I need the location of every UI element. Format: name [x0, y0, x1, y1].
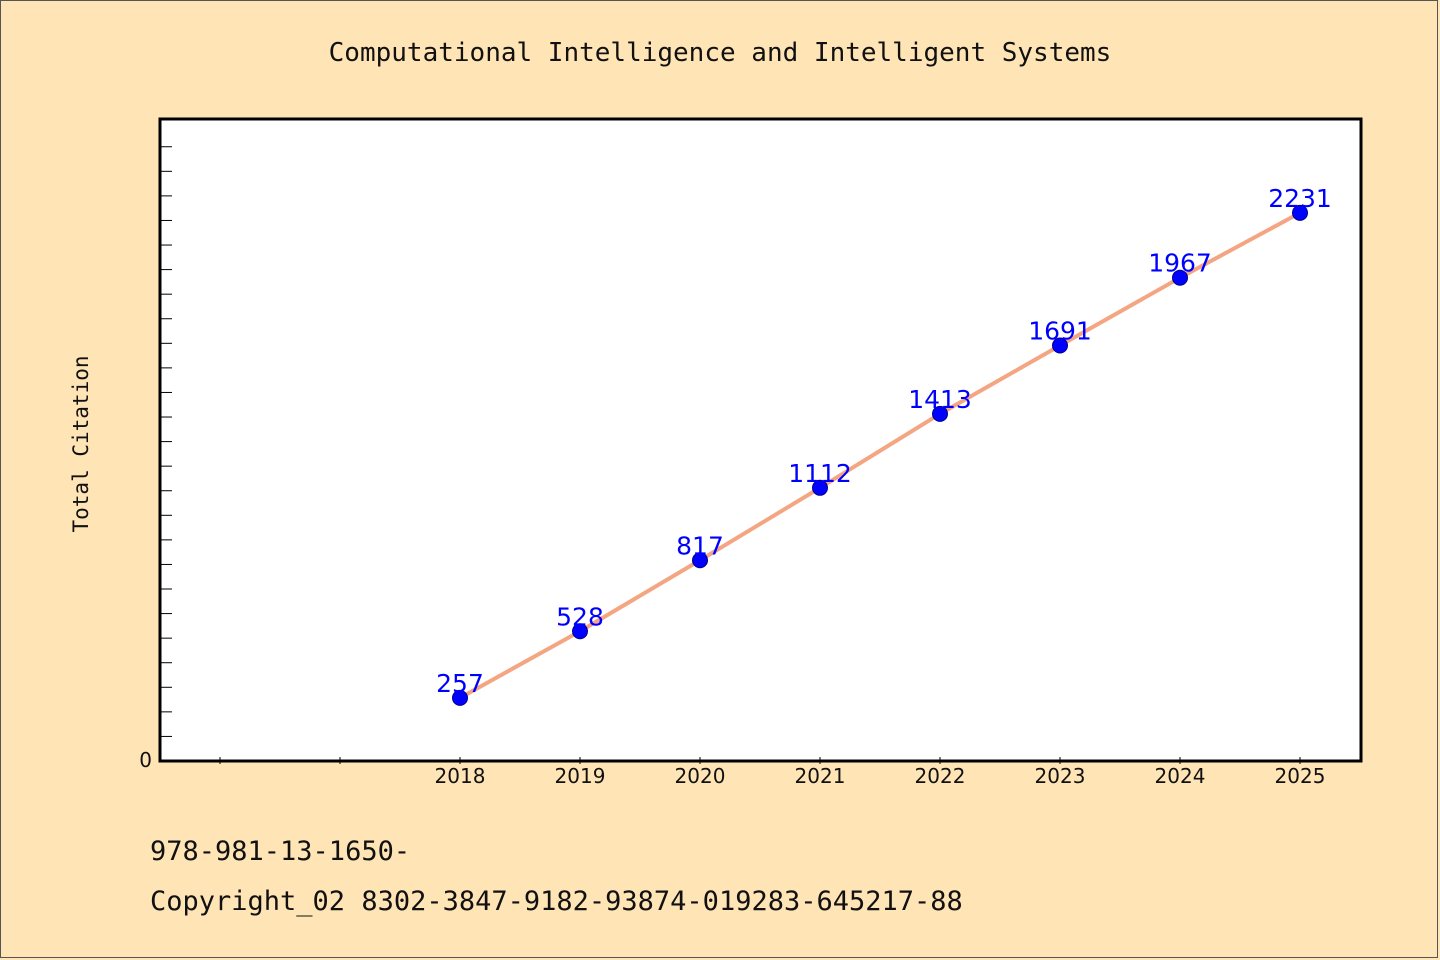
x-axis-ticks: 2018 2019 2020 2021 2022 2023 2024 2025	[219, 757, 1326, 788]
data-label: 1967	[1148, 249, 1212, 278]
x-tick-label: 2022	[915, 764, 966, 788]
data-point	[1172, 269, 1188, 286]
isbn-text: 978-981-13-1650-	[150, 836, 411, 867]
x-tick-label: 2025	[1275, 764, 1326, 788]
x-tick-label: 2018	[435, 764, 486, 788]
data-point	[452, 689, 468, 706]
y-axis-label: Total Citation	[69, 355, 93, 532]
data-label: 2231	[1268, 184, 1332, 213]
x-tick-label: 2019	[555, 764, 606, 788]
x-tick-label: 2024	[1155, 764, 1206, 788]
x-tick-label: 2023	[1035, 764, 1086, 788]
data-label: 257	[436, 669, 484, 698]
y-tick-label: 0	[139, 748, 152, 772]
data-point	[1292, 204, 1308, 221]
data-label: 1691	[1028, 317, 1092, 346]
data-label: 528	[556, 602, 604, 631]
copyright-text: Copyright_02 8302-3847-9182-93874-019283…	[150, 886, 963, 917]
data-point	[572, 623, 588, 640]
data-label: 817	[676, 531, 724, 560]
x-tick-label: 2021	[795, 764, 846, 788]
data-label: 1413	[908, 385, 972, 414]
data-point	[1052, 337, 1068, 354]
x-tick-label: 2020	[675, 764, 726, 788]
chart-title: Computational Intelligence and Intellige…	[329, 38, 1112, 68]
y-axis-ticks: 0	[139, 146, 172, 772]
data-point	[692, 552, 708, 569]
plot-area	[158, 117, 1363, 763]
data-point	[812, 479, 828, 496]
series-layer: 257 528 817 1112 1413 1691 1967 2231	[436, 184, 1332, 706]
series-line	[458, 210, 1302, 700]
data-point	[932, 405, 948, 422]
data-label: 1112	[788, 459, 852, 488]
